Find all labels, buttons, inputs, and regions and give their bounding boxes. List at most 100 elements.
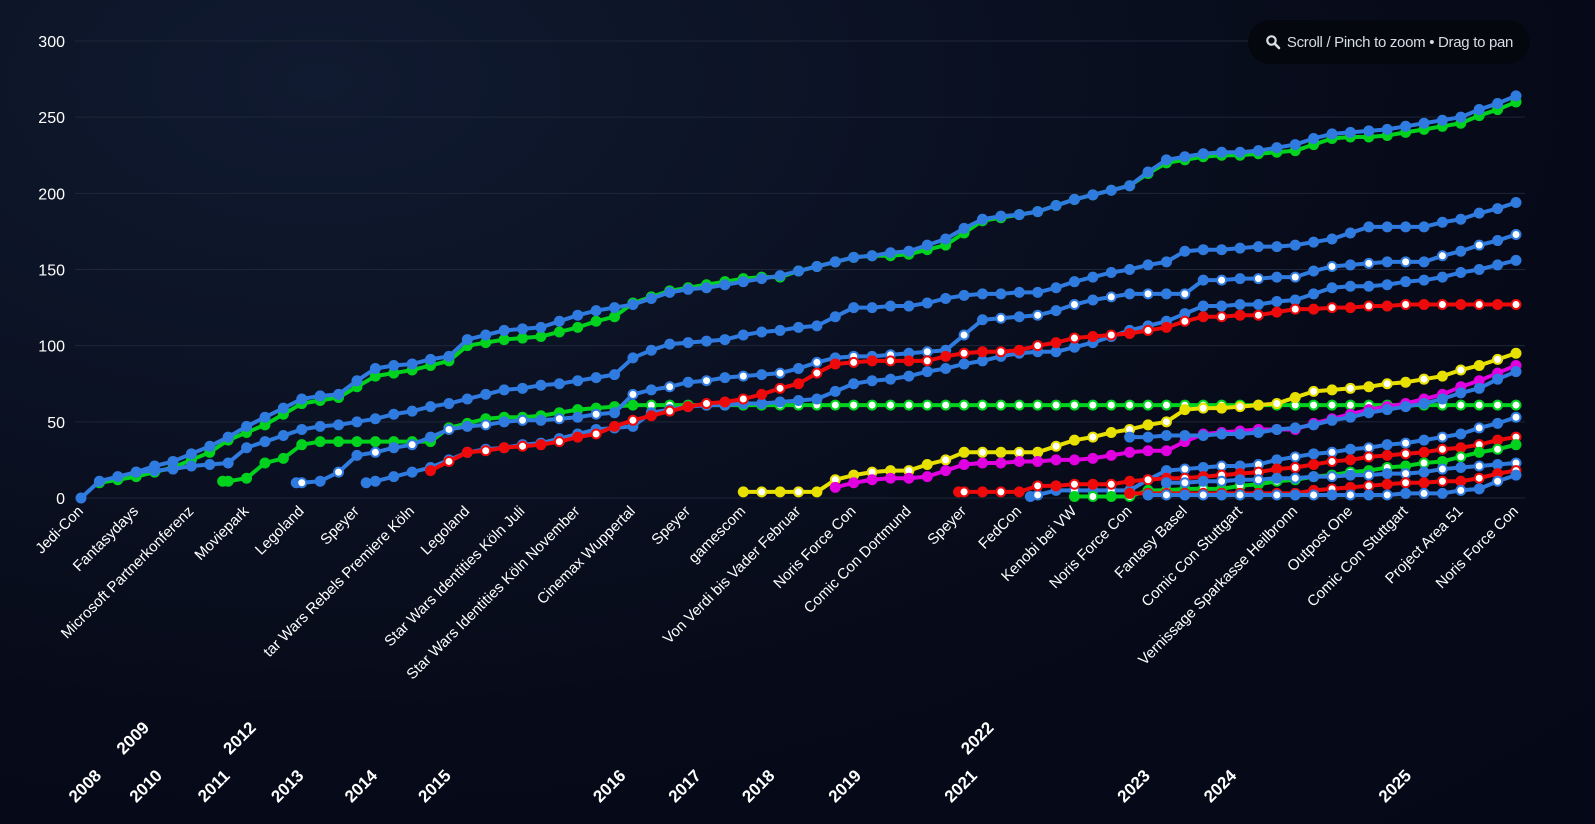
data-point	[461, 393, 473, 405]
data-point	[1197, 402, 1209, 414]
data-point	[1418, 256, 1430, 268]
data-point	[1252, 474, 1264, 486]
data-point	[1142, 445, 1154, 457]
x-tick-label: Legoland	[418, 503, 474, 559]
data-point	[1400, 477, 1412, 489]
data-point	[1234, 401, 1246, 413]
data-point	[1400, 448, 1412, 460]
data-point	[1381, 378, 1393, 390]
data-point	[682, 337, 694, 349]
data-point	[1492, 299, 1504, 311]
data-point	[701, 398, 713, 410]
data-point	[498, 442, 510, 454]
data-point	[1050, 480, 1062, 492]
data-point	[1510, 196, 1522, 208]
data-point	[1436, 370, 1448, 382]
data-point	[1344, 489, 1356, 501]
data-point	[1271, 241, 1283, 253]
data-point	[1289, 489, 1301, 501]
data-point	[1326, 489, 1338, 501]
series-15	[1142, 469, 1522, 501]
series-3	[130, 196, 1522, 478]
search-icon	[1266, 35, 1281, 50]
data-point	[241, 442, 253, 454]
data-point	[1032, 480, 1044, 492]
year-marker-label: 2025	[1375, 766, 1415, 806]
data-point	[848, 251, 860, 263]
data-point	[553, 436, 565, 448]
data-point	[1381, 279, 1393, 291]
data-point	[1160, 489, 1172, 501]
year-marker-label: 2017	[665, 766, 705, 806]
data-point	[995, 210, 1007, 222]
data-point	[360, 477, 372, 489]
data-point	[590, 408, 602, 420]
data-point	[1124, 288, 1136, 300]
data-point	[1492, 475, 1504, 487]
data-point	[535, 321, 547, 333]
data-point	[793, 321, 804, 333]
data-point	[1234, 309, 1246, 321]
data-point	[829, 358, 841, 370]
data-point	[829, 256, 841, 268]
data-point	[535, 379, 547, 391]
data-point	[811, 260, 823, 272]
data-point	[351, 436, 363, 448]
data-point	[1436, 431, 1448, 443]
y-tick-label: 50	[47, 415, 65, 432]
data-point	[1252, 426, 1264, 438]
data-point	[1418, 487, 1430, 499]
data-point	[793, 363, 804, 375]
data-point	[498, 334, 510, 346]
data-point	[1197, 244, 1209, 256]
data-point	[1068, 399, 1080, 411]
data-point	[204, 458, 216, 470]
data-point	[314, 390, 326, 402]
data-point	[1013, 399, 1025, 411]
data-point	[1400, 276, 1412, 288]
data-point	[664, 381, 676, 393]
data-point	[1308, 448, 1320, 460]
data-point	[774, 324, 786, 336]
data-point	[1510, 347, 1522, 359]
data-point	[1436, 475, 1448, 487]
data-point	[1363, 480, 1375, 492]
series-line	[1129, 369, 1517, 440]
data-point	[1252, 241, 1264, 253]
data-point	[903, 399, 915, 411]
data-point	[314, 475, 326, 487]
data-point	[921, 239, 933, 251]
data-point	[1492, 373, 1504, 385]
data-point	[848, 378, 860, 390]
data-point	[1160, 399, 1172, 411]
data-point	[1400, 468, 1412, 480]
data-point	[719, 396, 731, 408]
data-point	[1124, 487, 1136, 499]
data-point	[1068, 299, 1080, 311]
year-marker-label: 2023	[1114, 766, 1154, 806]
data-point	[1344, 443, 1356, 455]
data-point	[277, 452, 289, 464]
data-point	[259, 457, 271, 469]
data-point	[627, 414, 639, 426]
data-point	[1492, 259, 1504, 271]
data-point	[1363, 451, 1375, 463]
data-point	[921, 366, 933, 378]
data-point	[645, 384, 657, 396]
data-point	[1142, 419, 1154, 431]
data-point	[1216, 460, 1228, 472]
data-point	[1087, 478, 1099, 490]
year-marker-label: 2009	[113, 718, 153, 758]
data-point	[958, 486, 970, 498]
year-marker-label: 2021	[941, 766, 981, 806]
data-point	[480, 445, 492, 457]
data-point	[1142, 259, 1154, 271]
data-point	[1308, 132, 1320, 144]
year-marker-label: 2010	[126, 766, 166, 806]
data-point	[480, 419, 492, 431]
data-point	[1455, 475, 1467, 487]
x-tick-label: Comic Con Stuttgart	[1138, 502, 1246, 610]
data-point	[1197, 300, 1209, 312]
data-point	[609, 311, 621, 323]
